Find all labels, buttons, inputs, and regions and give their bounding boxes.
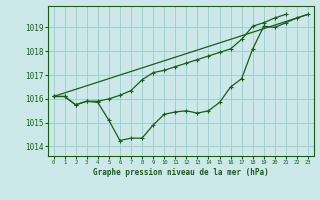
X-axis label: Graphe pression niveau de la mer (hPa): Graphe pression niveau de la mer (hPa) (93, 168, 269, 177)
